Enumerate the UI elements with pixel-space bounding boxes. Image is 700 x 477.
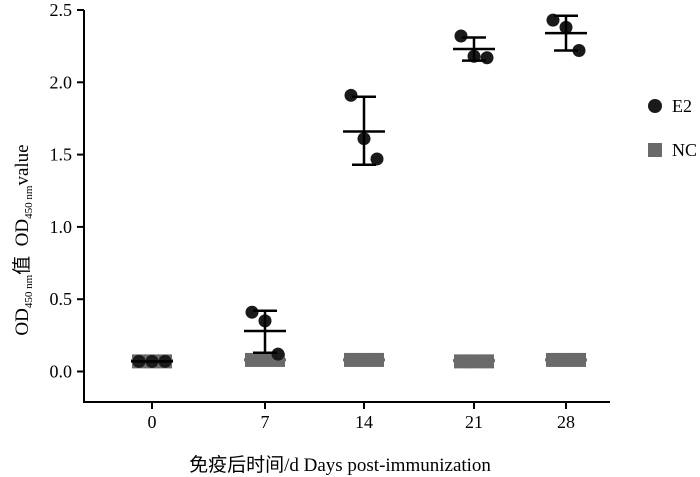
legend: E2 NC — [648, 96, 697, 160]
legend-label: NC — [672, 140, 697, 160]
y-label-suffix-en: value — [12, 144, 33, 186]
x-tick-label: 7 — [261, 412, 270, 432]
legend-marker-square — [648, 143, 662, 157]
y-label-od-en: OD — [12, 218, 33, 247]
data-point-circle — [245, 305, 259, 319]
data-point-circle — [344, 88, 358, 102]
y-tick-label: 0.0 — [50, 362, 73, 382]
y-label-suffix-cn: 值 — [12, 255, 33, 275]
data-point-circle — [454, 29, 468, 43]
axes — [83, 10, 610, 403]
data-point-circle — [370, 152, 384, 166]
x-ticks: 0 7 14 21 28 — [148, 402, 575, 432]
y-tick-label: 1.0 — [50, 217, 73, 237]
x-tick-label: 14 — [355, 412, 373, 432]
legend-label: E2 — [672, 96, 692, 116]
data-marks — [131, 13, 587, 369]
x-axis-label: 免疫后时间/d Days post-immunization — [189, 455, 491, 476]
series-nc — [131, 352, 587, 369]
data-point-circle — [480, 51, 494, 65]
legend-marker-circle — [648, 99, 662, 113]
series-e2 — [131, 13, 587, 368]
x-tick-label: 21 — [465, 412, 483, 432]
y-label-subscript-cn: 450 nm — [23, 274, 35, 309]
y-tick-label: 2.0 — [50, 72, 73, 92]
x-tick-label: 0 — [148, 412, 157, 432]
y-label-od-cn: OD — [12, 308, 33, 336]
y-tick-label: 1.5 — [50, 145, 73, 165]
x-tick-label: 28 — [557, 412, 575, 432]
y-axis-label: OD450 nm值 OD450 nmvalue — [6, 90, 36, 390]
y-label-subscript-en: 450 nm — [23, 185, 35, 219]
data-point-circle — [572, 43, 586, 57]
y-tick-label: 0.5 — [50, 289, 73, 309]
data-point-circle — [271, 347, 285, 361]
y-ticks: 0.0 0.5 1.0 1.5 2.0 2.5 — [50, 0, 84, 382]
y-tick-label: 2.5 — [50, 0, 73, 20]
